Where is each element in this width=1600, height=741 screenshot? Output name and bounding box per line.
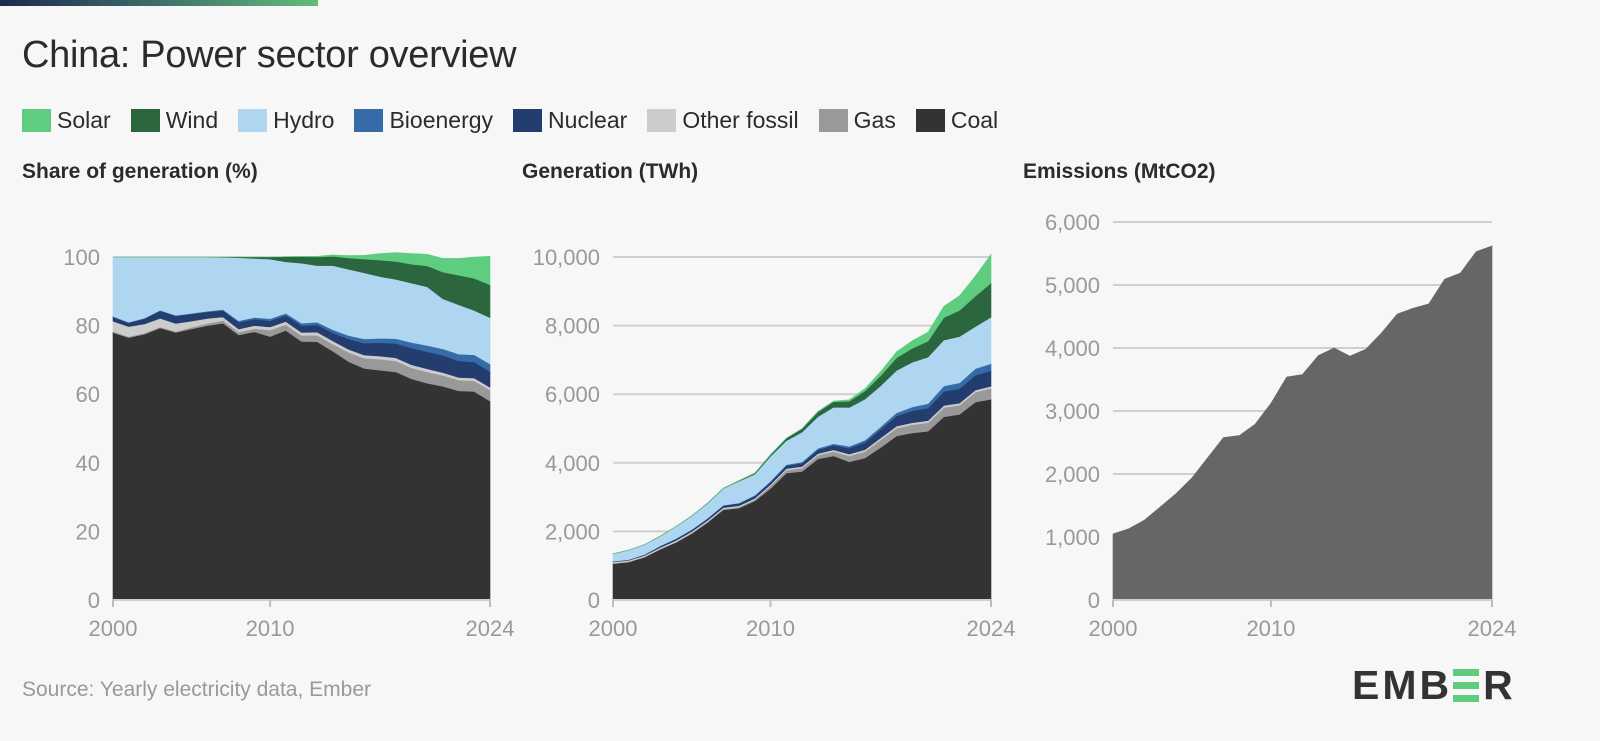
y-tick-label: 4,000 <box>1045 336 1100 361</box>
y-tick-label: 0 <box>88 588 100 613</box>
y-tick-label: 4,000 <box>545 451 600 476</box>
chart-0: 0 20 40 60 80 100 2000 2010 2024 <box>63 245 514 641</box>
y-tick-label: 2,000 <box>545 519 600 544</box>
y-tick-label: 3,000 <box>1045 399 1100 424</box>
legend-label: Hydro <box>273 107 335 133</box>
share-chart-title: Share of generation (%) <box>22 160 258 183</box>
y-tick-label: 80 <box>76 314 100 339</box>
generation-chart-title: Generation (TWh) <box>522 160 699 183</box>
brand-gradient-bar <box>0 0 318 6</box>
legend-item-hydro: Hydro <box>238 107 334 134</box>
chart-1: 0 2,000 4,000 6,000 8,000 10,000 2000 2010 2024 <box>533 245 1016 641</box>
x-tick-label: 2010 <box>246 616 295 641</box>
legend-swatch-coal <box>915 109 945 132</box>
logo-text-left: EMB <box>1352 662 1453 708</box>
area-emissions <box>1112 245 1493 601</box>
legend-label: Solar <box>57 107 111 133</box>
source-note: Source: Yearly electricity data, Ember <box>22 678 372 701</box>
logo-text-right: R <box>1483 662 1516 708</box>
legend-label: Bioenergy <box>389 107 494 133</box>
y-tick-label: 0 <box>1088 588 1100 613</box>
legend-item-coal: Coal <box>915 107 999 134</box>
y-tick-label: 2,000 <box>1045 462 1100 487</box>
y-tick-label: 5,000 <box>1045 273 1100 298</box>
legend-label: Nuclear <box>548 107 628 133</box>
y-tick-label: 10,000 <box>533 245 600 270</box>
area-solar <box>113 252 491 286</box>
x-tick-label: 2024 <box>1468 616 1517 641</box>
legend-item-bioenergy: Bioenergy <box>354 107 493 134</box>
area-solar <box>612 253 992 555</box>
legend-item-other-fossil: Other fossil <box>647 107 799 134</box>
x-tick-label: 2024 <box>967 616 1016 641</box>
legend-item-wind: Wind <box>130 107 219 134</box>
x-tick-label: 2010 <box>746 616 795 641</box>
y-tick-label: 100 <box>63 245 100 270</box>
legend-swatch-nuclear <box>513 109 543 132</box>
y-tick-label: 8,000 <box>545 314 600 339</box>
chart-2: 0 1,000 2,000 3,000 4,000 5,000 6,000 2000 2010 2… <box>1045 210 1517 641</box>
page-title: China: Power sector overview <box>22 34 517 76</box>
y-tick-label: 40 <box>76 451 100 476</box>
y-tick-label: 20 <box>76 519 100 544</box>
y-tick-label: 6,000 <box>545 382 600 407</box>
y-tick-label: 6,000 <box>1045 210 1100 235</box>
legend: Solar Wind Hydro Bioenergy Nuclear Other… <box>22 107 1018 134</box>
x-tick-label: 2000 <box>89 616 138 641</box>
y-tick-label: 1,000 <box>1045 525 1100 550</box>
logo-e-bars-icon <box>1453 669 1480 702</box>
legend-swatch-bioenergy <box>354 109 384 132</box>
legend-item-gas: Gas <box>818 107 896 134</box>
y-tick-label: 60 <box>76 382 100 407</box>
legend-label: Coal <box>950 107 999 133</box>
x-tick-label: 2024 <box>466 616 515 641</box>
legend-swatch-solar <box>22 109 51 132</box>
legend-item-nuclear: Nuclear <box>513 107 627 134</box>
x-tick-label: 2000 <box>1089 616 1138 641</box>
legend-swatch-hydro <box>238 109 268 132</box>
legend-item-solar: Solar <box>22 107 111 134</box>
legend-label: Other fossil <box>682 107 799 133</box>
emissions-chart-title: Emissions (MtCO2) <box>1023 160 1216 183</box>
legend-swatch-wind <box>130 109 160 132</box>
legend-swatch-other-fossil <box>647 109 677 132</box>
legend-swatch-gas <box>818 109 848 132</box>
ember-logo: EMB R <box>1352 662 1516 709</box>
legend-label: Wind <box>165 107 219 133</box>
x-tick-label: 2010 <box>1246 616 1295 641</box>
y-tick-label: 0 <box>588 588 600 613</box>
legend-label: Gas <box>853 107 896 133</box>
x-tick-label: 2000 <box>589 616 638 641</box>
